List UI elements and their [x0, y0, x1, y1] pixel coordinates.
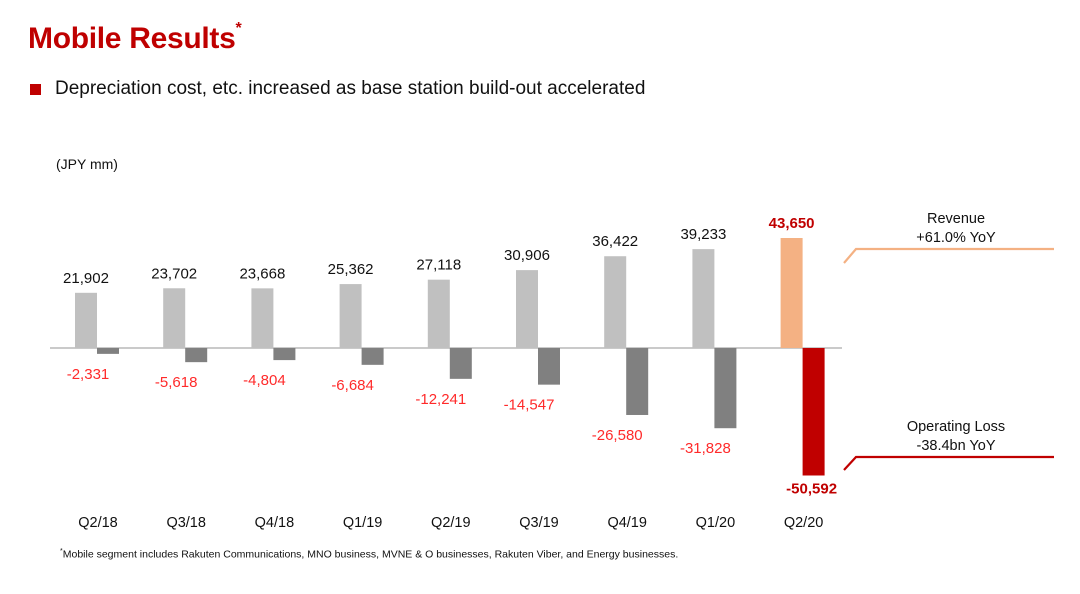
revenue-data-label: 21,902: [63, 270, 109, 287]
operating-loss-data-label: -14,547: [504, 397, 555, 414]
revenue-data-label: 30,906: [504, 247, 550, 264]
revenue-bar: [163, 288, 186, 348]
footnote-marker: *: [60, 548, 63, 555]
category-tick-label: Q4/18: [255, 515, 295, 531]
summary-bullet: Depreciation cost, etc. increased as bas…: [30, 78, 645, 100]
operating-loss-data-label: -4,804: [243, 372, 286, 389]
category-tick-label: Q2/20: [784, 515, 824, 531]
operating-loss-callout-line: [843, 455, 1054, 471]
operating-loss-bar: [185, 348, 208, 363]
category-tick-label: Q1/19: [343, 515, 383, 531]
operating-loss-bar: [538, 348, 560, 385]
revenue-data-label: 36,422: [592, 233, 638, 250]
revenue-callout-yoy: +61.0% YoY: [916, 230, 996, 246]
operating-loss-data-label: -5,618: [155, 374, 198, 391]
title-footnote-marker: *: [235, 20, 242, 37]
revenue-bar: [251, 288, 274, 348]
operating-loss-bar: [626, 348, 649, 415]
operating-loss-data-label: -2,331: [67, 366, 110, 383]
operating-loss-data-label: -26,580: [592, 427, 643, 444]
revenue-data-label: 43,650: [769, 215, 815, 232]
operating-loss-bar: [97, 348, 119, 354]
footnote-text: Mobile segment includes Rakuten Communic…: [62, 548, 679, 561]
operating-loss-data-label: -31,828: [680, 440, 731, 457]
operating-loss-bar: [449, 348, 472, 379]
revenue-data-label: 39,233: [680, 226, 726, 243]
operating-loss-data-label: -6,684: [331, 377, 374, 394]
summary-text: Depreciation cost, etc. increased as bas…: [55, 78, 646, 99]
revenue-callout-line: [843, 247, 1054, 264]
footnote: *Mobile segment includes Rakuten Communi…: [60, 548, 678, 561]
page-title-text: Mobile Results: [28, 22, 236, 55]
page-title: Mobile Results*: [28, 20, 242, 56]
operating-loss-bar: [273, 348, 296, 361]
category-tick-label: Q3/19: [519, 515, 559, 531]
revenue-bar: [516, 270, 538, 348]
operating-loss-callout-yoy: -38.4bn YoY: [916, 438, 995, 454]
revenue-data-label: 23,702: [151, 265, 197, 282]
revenue-callout-title: Revenue: [927, 211, 985, 227]
revenue-data-label: 27,118: [416, 257, 461, 274]
category-tick-label: Q3/18: [166, 515, 206, 531]
category-tick-label: Q2/19: [431, 515, 471, 531]
revenue-bar: [780, 238, 803, 348]
revenue-bar: [692, 249, 715, 348]
revenue-data-label: 23,668: [239, 265, 285, 282]
unit-label: (JPY mm): [56, 156, 118, 172]
category-tick-label: Q4/19: [607, 515, 647, 531]
revenue-bar: [427, 279, 450, 348]
operating-loss-bar: [802, 348, 825, 476]
bullet-square-icon: [30, 83, 41, 95]
operating-loss-data-label: -12,241: [415, 391, 466, 408]
revenue-data-label: 25,362: [328, 261, 374, 278]
revenue-bar: [75, 292, 97, 348]
revenue-bar: [339, 284, 362, 348]
category-tick-label: Q1/20: [696, 515, 736, 531]
operating-loss-data-label: -50,592: [786, 480, 837, 497]
revenue-bar: [604, 256, 627, 348]
operating-loss-callout-title: Operating Loss: [907, 419, 1005, 435]
category-tick-label: Q2/18: [78, 515, 118, 531]
operating-loss-bar: [714, 348, 737, 429]
operating-loss-bar: [361, 348, 384, 365]
